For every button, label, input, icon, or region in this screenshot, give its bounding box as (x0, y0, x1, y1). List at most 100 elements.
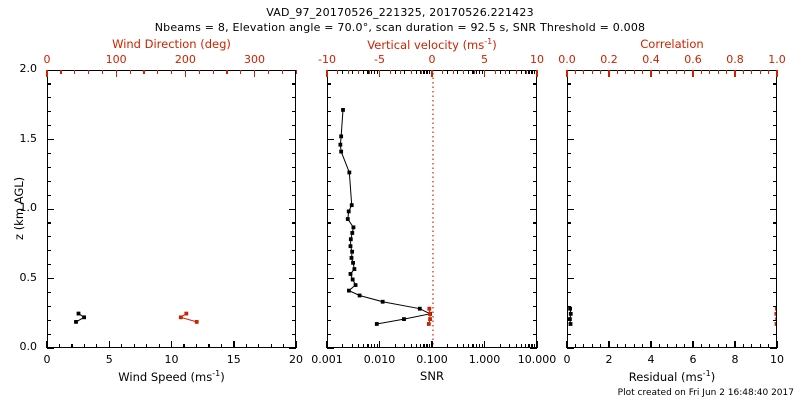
x-axis-tick-label: 1.000 (468, 353, 501, 366)
data-point (427, 306, 432, 311)
x-axis-major-tick (326, 341, 328, 348)
y-axis-minor-tick (47, 180, 51, 182)
y-axis-minor-tick (327, 291, 331, 294)
series-line (569, 308, 572, 325)
x-axis-minor-tick-top (342, 70, 344, 74)
data-point (194, 319, 199, 324)
x-axis-top-major-tick (483, 70, 486, 77)
y-axis-minor-tick (327, 250, 331, 252)
x-axis-minor-tick-top (528, 70, 530, 74)
x-axis-tick-label: 0 (563, 353, 571, 366)
y-axis-minor-tick (533, 194, 537, 196)
x-axis-minor-tick (475, 344, 478, 348)
x-axis-minor-tick-top (499, 70, 501, 74)
x-axis-minor-tick (363, 344, 365, 348)
x-axis-minor-tick (245, 344, 247, 348)
x-axis-title: SNR (420, 369, 444, 383)
x-axis-minor-tick (404, 344, 406, 348)
x-axis-major-tick (233, 341, 235, 348)
data-point (427, 311, 432, 316)
data-point (417, 306, 422, 311)
y-axis-major-tick (567, 139, 574, 141)
x-axis-minor-tick (423, 344, 425, 348)
x-axis-minor-tick (667, 344, 669, 348)
x-axis-major-tick (536, 341, 538, 348)
y-axis-minor-tick (292, 111, 296, 113)
data-point (351, 225, 356, 230)
x-axis-top-major-tick (776, 70, 778, 77)
x-axis-minor-tick-top (481, 70, 483, 74)
y-axis-major-tick (289, 69, 296, 71)
x-axis-top-major-tick (326, 70, 328, 77)
x-axis-minor-tick-top (394, 70, 396, 74)
x-axis-tick-label: 5 (105, 353, 113, 366)
y-axis-minor-tick (292, 125, 296, 127)
x-axis-top-minor-tick (198, 70, 200, 74)
x-axis-minor-tick-top (415, 70, 417, 74)
x-axis-minor-tick (351, 344, 353, 348)
x-axis-minor-tick (625, 344, 627, 348)
x-axis-minor-tick (370, 344, 373, 348)
x-axis-minor-tick-top (478, 70, 481, 74)
x-axis-top-minor-tick (709, 70, 711, 74)
x-axis-minor-tick-top (472, 70, 474, 74)
panel-wind-plot-area (48, 71, 295, 347)
y-axis-tick-label: 1.0 (19, 201, 38, 214)
y-axis-major-tick (47, 139, 54, 141)
y-axis-minor-tick (327, 83, 331, 85)
x-axis-minor-tick (96, 344, 98, 348)
y-axis-minor-tick (327, 166, 331, 168)
x-axis-minor-tick (515, 344, 517, 348)
x-axis-top-minor-tick (101, 70, 104, 74)
x-axis-minor-tick (717, 344, 719, 348)
y-axis-minor-tick (567, 152, 571, 155)
y-axis-minor-tick (47, 194, 51, 196)
x-axis-top-minor-tick (494, 70, 496, 74)
panel-wind (47, 70, 296, 348)
x-axis-minor-tick (751, 344, 753, 348)
x-axis-top-minor-tick (267, 70, 270, 74)
x-axis-top-tick-label: -5 (374, 53, 385, 66)
x-axis-major-tick (566, 341, 568, 348)
x-axis-minor-tick (456, 344, 458, 348)
x-axis-top-minor-tick (675, 70, 677, 74)
y-axis-minor-tick (47, 152, 51, 155)
data-point (568, 322, 573, 326)
y-axis-minor-tick (292, 319, 296, 321)
panel-residual-series-svg (568, 306, 776, 326)
x-axis-top-title: Correlation (640, 37, 704, 51)
data-point (775, 317, 776, 322)
x-axis-minor-tick (534, 344, 536, 348)
data-point (426, 322, 431, 326)
x-axis-minor-tick-top (531, 70, 533, 74)
y-axis-major-tick (770, 69, 777, 71)
data-point (348, 244, 353, 249)
y-axis-minor-tick (47, 264, 51, 266)
y-axis-minor-tick (773, 125, 777, 127)
x-axis-minor-tick (410, 344, 412, 348)
x-axis-minor-tick (367, 344, 369, 348)
y-axis-major-tick (327, 139, 334, 141)
y-axis-major-tick (770, 347, 777, 349)
y-axis-minor-tick (567, 111, 571, 113)
y-axis-minor-tick (533, 222, 537, 224)
y-axis-minor-tick (773, 180, 777, 182)
data-point (339, 134, 344, 139)
y-axis-major-tick (47, 208, 54, 210)
data-point (82, 315, 86, 320)
y-axis-major-tick (770, 278, 777, 280)
y-axis-minor-tick (533, 180, 537, 182)
x-axis-top-minor-tick (347, 70, 349, 74)
x-axis-top-tick-label: 0.0 (558, 53, 576, 66)
x-axis-top-minor-tick (642, 70, 644, 74)
y-axis-minor-tick (327, 333, 331, 335)
x-axis-top-tick-label: 100 (105, 53, 127, 66)
y-axis-minor-tick (47, 236, 51, 238)
x-axis-top-major-tick (253, 70, 256, 77)
panel-snr-plot-area (328, 71, 536, 347)
x-axis-minor-tick-top (404, 70, 406, 74)
y-axis-minor-tick (47, 250, 51, 252)
x-axis-top-major-tick (184, 70, 187, 77)
y-axis-minor-tick (327, 194, 331, 196)
data-point (428, 317, 432, 322)
